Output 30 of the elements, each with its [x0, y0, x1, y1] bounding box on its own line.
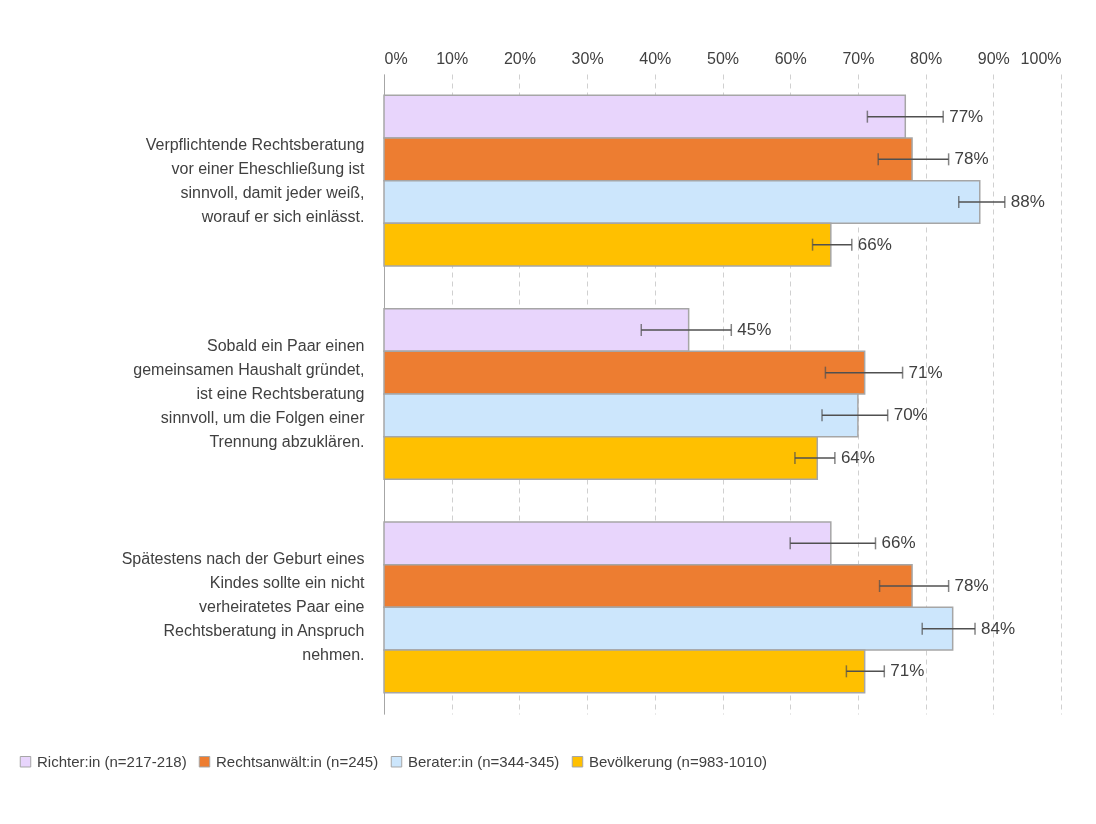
x-tick-label: 80%	[910, 49, 943, 67]
legend-label: Bevölkerung (n=983-1010)	[589, 752, 768, 770]
x-tick-label: 40%	[639, 49, 672, 67]
legend-label: Rechtsanwält:in (n=245)	[216, 752, 379, 770]
x-tick-label: 10%	[436, 49, 469, 67]
x-tick-label: 100%	[1020, 49, 1062, 67]
legend-label: Richter:in (n=217-218)	[37, 752, 187, 770]
x-tick-label: 70%	[842, 49, 875, 67]
data-label: 88%	[1010, 192, 1045, 211]
x-tick-label: 30%	[571, 49, 604, 67]
data-label: 71%	[890, 661, 925, 681]
data-label: 66%	[857, 234, 892, 254]
y-tick-label: Spätestens nach der Geburt eines Kindes sollte ein nicht verheiratetes Paar eine Rechtsberatung in Anspruch nehmen.	[121, 550, 366, 664]
x-tick-label: 20%	[503, 49, 536, 67]
data-label: 45%	[737, 320, 772, 339]
data-label: 77%	[949, 106, 984, 126]
x-tick-label: 0%	[384, 49, 408, 67]
data-label: 71%	[908, 362, 943, 382]
y-tick-label: Verpflichtende Rechtsberatung vor einer Eheschließung ist sinnvoll, damit jeder weiß, worauf er sich einlässt.	[145, 135, 366, 225]
x-tick-label: 90%	[977, 49, 1010, 67]
data-label: 64%	[840, 448, 875, 467]
data-label: 66%	[881, 533, 916, 553]
data-label: 78%	[954, 576, 989, 595]
data-label: 70%	[893, 405, 928, 425]
y-tick-label: Sobald ein Paar einen gemeinsamen Haushalt gründet, ist eine Rechtsberatung sinnvoll, um die Folgen einer Trennung abzuklären.	[133, 337, 366, 450]
legend-label: Berater:in (n=344-345)	[408, 752, 560, 770]
data-label: 78%	[954, 149, 989, 169]
data-label: 84%	[981, 618, 1016, 638]
x-tick-label: 50%	[706, 49, 740, 67]
x-tick-label: 60%	[774, 49, 807, 67]
